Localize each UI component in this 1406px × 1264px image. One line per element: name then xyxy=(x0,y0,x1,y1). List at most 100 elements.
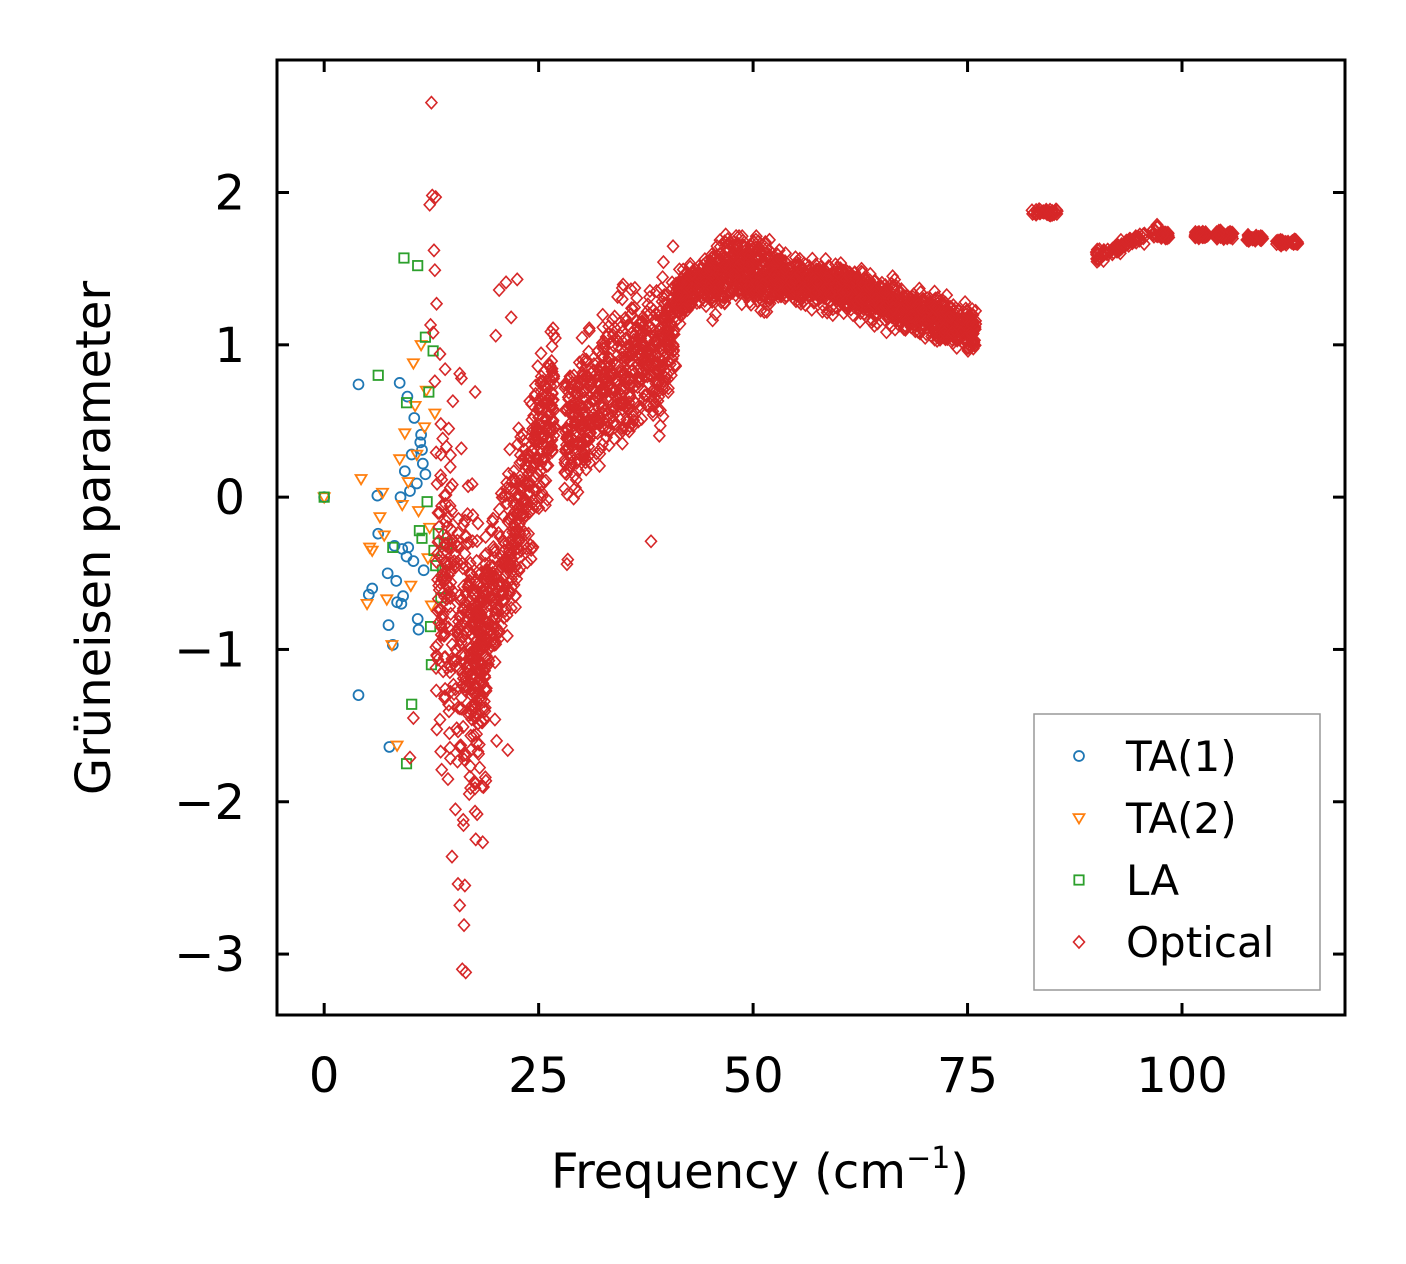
data-point xyxy=(443,590,457,606)
data-point xyxy=(513,447,527,463)
data-point xyxy=(936,293,950,309)
data-point xyxy=(513,455,527,471)
data-point xyxy=(708,307,723,322)
data-point xyxy=(558,442,573,457)
data-point xyxy=(446,583,460,599)
data-point xyxy=(427,243,441,258)
data-point xyxy=(532,500,546,516)
data-point xyxy=(429,296,444,311)
data-point xyxy=(401,390,414,403)
data-point xyxy=(823,286,837,302)
legend-marker xyxy=(1073,750,1085,762)
data-point xyxy=(630,290,644,306)
data-point xyxy=(499,579,513,594)
data-point xyxy=(1050,203,1064,219)
data-point xyxy=(419,468,432,481)
data-point xyxy=(618,310,632,326)
data-point xyxy=(712,280,726,295)
y-tick-label: −3 xyxy=(174,927,245,983)
data-point xyxy=(660,309,674,325)
data-point xyxy=(624,326,638,341)
data-point xyxy=(478,770,492,785)
data-point xyxy=(618,366,632,382)
data-point xyxy=(393,377,406,389)
data-point xyxy=(771,289,785,304)
data-point xyxy=(579,376,594,391)
data-point xyxy=(1241,232,1255,248)
data-point xyxy=(406,710,420,726)
data-point xyxy=(494,548,508,564)
data-point xyxy=(635,319,649,335)
data-point xyxy=(575,330,589,346)
data-point xyxy=(438,626,452,641)
data-point xyxy=(760,290,774,305)
data-point xyxy=(763,296,777,311)
data-point xyxy=(756,240,770,256)
data-point xyxy=(450,721,464,736)
data-point xyxy=(372,369,384,381)
data-point xyxy=(456,812,470,828)
data-point xyxy=(470,533,484,549)
data-point xyxy=(661,384,675,400)
data-point xyxy=(630,379,645,395)
data-point xyxy=(441,771,455,787)
data-point xyxy=(478,548,492,563)
data-point xyxy=(642,358,656,374)
legend-marker xyxy=(1072,934,1086,950)
data-point xyxy=(450,754,465,769)
data-point xyxy=(436,663,450,679)
data-point xyxy=(788,272,802,287)
data-point xyxy=(469,832,483,847)
data-point xyxy=(1099,246,1113,262)
data-point xyxy=(580,432,595,447)
data-point xyxy=(593,442,607,457)
data-point xyxy=(429,660,443,676)
data-point xyxy=(388,540,401,552)
data-point xyxy=(774,251,788,266)
data-point xyxy=(650,283,664,299)
data-point xyxy=(558,452,572,467)
data-point xyxy=(512,421,526,436)
data-point xyxy=(443,459,457,475)
data-point xyxy=(898,322,913,337)
data-point xyxy=(530,434,544,449)
data-point xyxy=(1194,227,1208,242)
data-point xyxy=(640,304,654,320)
data-point xyxy=(943,310,957,325)
data-point xyxy=(443,498,457,514)
data-point xyxy=(742,288,756,303)
data-point xyxy=(950,340,964,355)
data-point xyxy=(657,358,671,373)
data-point xyxy=(702,281,716,297)
data-point xyxy=(914,302,929,317)
data-point xyxy=(412,260,424,272)
data-point xyxy=(657,308,671,323)
legend-label: LA xyxy=(1126,856,1179,905)
data-point xyxy=(455,591,469,606)
data-point xyxy=(619,399,633,415)
data-point xyxy=(501,742,515,758)
data-point xyxy=(521,526,536,541)
data-point xyxy=(472,671,486,687)
data-point xyxy=(1146,227,1160,242)
data-point xyxy=(503,558,517,574)
data-point xyxy=(392,454,407,467)
data-point xyxy=(524,542,538,558)
data-point xyxy=(747,235,761,250)
data-point xyxy=(703,262,717,278)
data-point xyxy=(912,281,926,296)
data-point xyxy=(642,290,657,305)
data-point xyxy=(778,261,792,277)
data-point xyxy=(465,599,479,614)
data-point xyxy=(579,462,593,477)
data-point xyxy=(636,309,650,325)
data-point xyxy=(1123,231,1137,247)
data-point xyxy=(540,492,554,507)
data-point xyxy=(1210,225,1224,240)
data-point xyxy=(627,412,641,428)
data-point xyxy=(1212,226,1226,241)
data-point xyxy=(448,546,462,561)
data-point xyxy=(809,257,823,272)
data-point xyxy=(519,494,533,509)
data-point xyxy=(640,369,654,384)
